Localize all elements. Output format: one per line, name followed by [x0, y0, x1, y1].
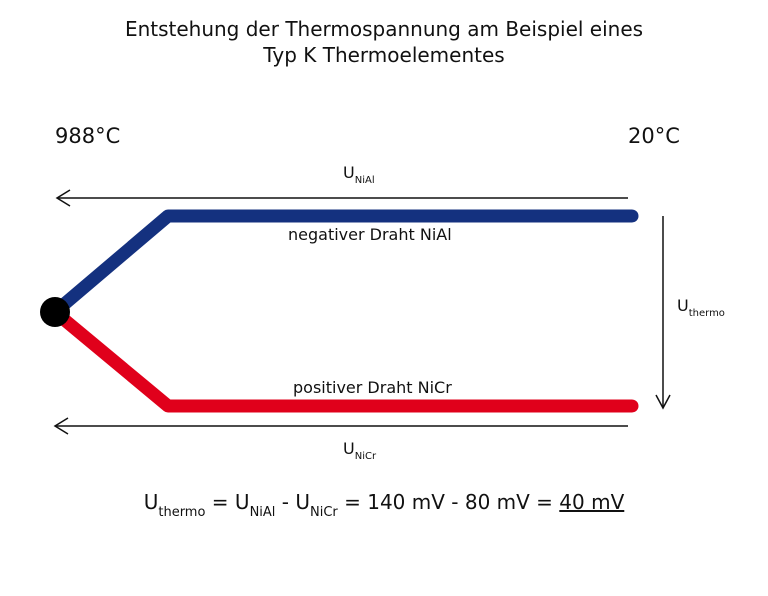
u-nial-arrow — [55, 189, 628, 207]
u-thermo-arrow — [655, 216, 671, 410]
negative-wire-label: negativer Draht NiAl — [288, 225, 452, 244]
u-nicr-arrow — [53, 417, 628, 435]
u-nicr-symbol: U — [343, 439, 355, 458]
formula-result: 40 mV — [559, 490, 625, 514]
formula-sub-nicr: NiCr — [309, 505, 338, 520]
u-nial-symbol: U — [343, 163, 355, 182]
title-line-1: Entstehung der Thermospannung am Beispie… — [124, 17, 644, 41]
title-line-2: Typ K Thermoelementes — [263, 43, 505, 67]
formula-u-nial: U — [234, 490, 250, 514]
negative-wire-niai — [48, 209, 639, 319]
formula-sub-nial: NiAl — [249, 505, 276, 520]
positive-wire-nicr — [48, 305, 639, 413]
thermo-voltage-formula: Uthermo = UNiAl - UNiCr = 140 mV - 80 mV… — [0, 490, 768, 520]
u-nial-label: UNiAl — [343, 163, 375, 186]
formula-sub-thermo: thermo — [158, 505, 206, 520]
hot-junction-temperature: 988°C — [55, 124, 121, 148]
u-nicr-subscript: NiCr — [354, 451, 377, 462]
formula-u-thermo: U — [143, 490, 159, 514]
formula-values: = 140 mV - 80 mV = — [337, 490, 560, 514]
u-thermo-label: Uthermo — [677, 296, 725, 319]
u-nial-subscript: NiAl — [354, 175, 375, 186]
formula-minus: - — [275, 490, 296, 514]
positive-wire-label: positiver Draht NiCr — [293, 378, 452, 397]
u-thermo-symbol: U — [677, 296, 689, 315]
measuring-junction — [40, 297, 70, 327]
formula-u-nicr: U — [295, 490, 310, 514]
cold-junction-temperature: 20°C — [628, 124, 680, 148]
diagram-title: Entstehung der Thermospannung am Beispie… — [0, 16, 768, 68]
u-thermo-subscript: thermo — [688, 308, 725, 319]
u-nicr-label: UNiCr — [343, 439, 376, 462]
formula-equals: = — [205, 490, 235, 514]
